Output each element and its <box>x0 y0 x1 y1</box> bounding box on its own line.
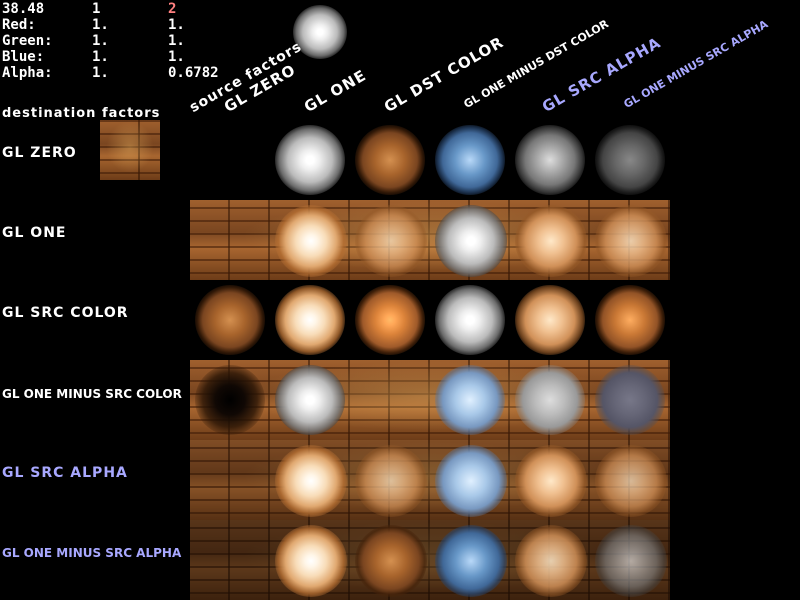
destination-sample-texture <box>100 120 160 180</box>
col-header-gl-one: GL ONE <box>301 66 370 116</box>
blend-cell <box>515 525 587 597</box>
hud-green-label: Green: <box>2 33 53 49</box>
destination-factors-label: destination factors <box>2 106 161 121</box>
row-label-gl-one-minus-src-alpha: GL ONE MINUS SRC ALPHA <box>2 546 182 560</box>
blend-cell <box>355 205 427 277</box>
blend-cell <box>595 125 665 195</box>
blend-cell <box>355 525 427 597</box>
source-sample-sphere <box>293 5 347 59</box>
row-label-gl-one: GL ONE <box>2 225 67 241</box>
src-index: 1 <box>92 1 101 17</box>
hud-blue-src: 1. <box>92 49 109 65</box>
blend-cell <box>515 125 585 195</box>
dst-index: 2 <box>168 1 177 17</box>
blend-cell <box>595 445 667 517</box>
blend-cell <box>195 365 265 435</box>
blend-cell <box>195 285 265 355</box>
blend-cell <box>435 445 507 517</box>
hud-blue-dst: 1. <box>168 49 185 65</box>
blend-cell <box>435 125 505 195</box>
blend-cell <box>595 365 665 435</box>
hud-green-dst: 1. <box>168 33 185 49</box>
blend-cell <box>515 285 585 355</box>
row-label-gl-src-alpha: GL SRC ALPHA <box>2 465 128 481</box>
hud-alpha-dst: 0.6782 <box>168 65 219 81</box>
blend-row-strip <box>190 360 670 440</box>
hud-green-src: 1. <box>92 33 109 49</box>
row-label-gl-one-minus-src-color: GL ONE MINUS SRC COLOR <box>2 387 182 401</box>
blend-cell <box>355 125 425 195</box>
fps-readout: 38.48 <box>2 1 45 17</box>
hud-alpha-src: 1. <box>92 65 109 81</box>
row-label-gl-src-color: GL SRC COLOR <box>2 305 129 321</box>
blend-row-strip <box>190 200 670 280</box>
blend-cell <box>355 285 425 355</box>
blend-row-strip <box>190 520 670 600</box>
hud-red-label: Red: <box>2 17 36 33</box>
blend-cell <box>355 445 427 517</box>
blend-cell <box>275 125 345 195</box>
blend-cell <box>515 365 585 435</box>
hud-red-src: 1. <box>92 17 109 33</box>
blend-cell <box>275 445 347 517</box>
hud-blue-label: Blue: <box>2 49 45 65</box>
blend-cell <box>275 525 347 597</box>
hud-red-dst: 1. <box>168 17 185 33</box>
blend-cell <box>435 205 507 277</box>
blend-row-strip <box>190 440 670 520</box>
blend-cell <box>275 365 345 435</box>
row-label-gl-zero: GL ZERO <box>2 145 77 161</box>
blend-cell <box>435 365 505 435</box>
blend-cell <box>595 525 667 597</box>
blend-cell <box>275 205 347 277</box>
blend-cell <box>435 285 505 355</box>
hud-alpha-label: Alpha: <box>2 65 53 81</box>
blend-cell <box>275 285 345 355</box>
blend-cell <box>435 525 507 597</box>
blend-cell <box>515 205 587 277</box>
blend-cell <box>515 445 587 517</box>
col-header-gl-dst-color: GL DST COLOR <box>381 32 507 116</box>
col-header-gl-one-minus-src-alpha: GL ONE MINUS SRC ALPHA <box>621 17 771 112</box>
col-header-gl-one-minus-dst-color: GL ONE MINUS DST COLOR <box>461 17 611 112</box>
blend-cell <box>595 285 665 355</box>
blend-cell <box>595 205 667 277</box>
